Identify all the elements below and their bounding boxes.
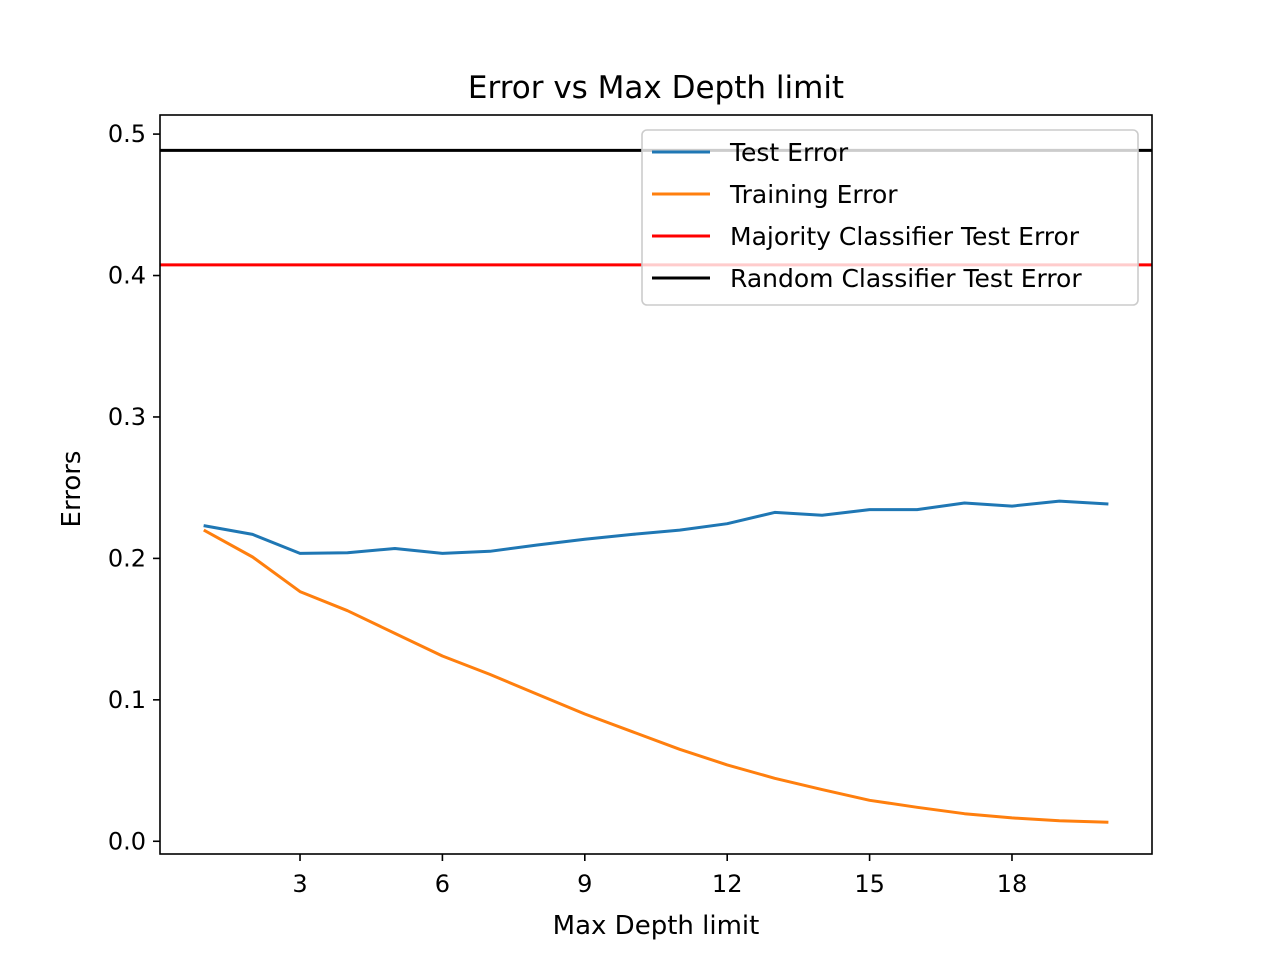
legend-label-training-error: Training Error — [729, 180, 898, 209]
chart-title: Error vs Max Depth limit — [468, 70, 844, 106]
x-tick-label: 15 — [854, 870, 885, 898]
legend-box — [641, 129, 1139, 306]
training-error-line — [203, 528, 1109, 824]
x-tick-label: 3 — [292, 870, 307, 898]
x-axis-label: Max Depth limit — [553, 911, 760, 941]
y-tick-label: 0.4 — [108, 262, 146, 290]
y-tick-label: 0.2 — [108, 544, 146, 572]
y-tick-label: 0.0 — [108, 827, 146, 855]
legend-label-random-classifier-test-error: Random Classifier Test Error — [730, 264, 1082, 293]
x-tick-label: 9 — [577, 870, 592, 898]
y-tick-label: 0.3 — [108, 403, 146, 431]
legend-label-test-error: Test Error — [729, 138, 849, 167]
x-tick-label: 12 — [712, 870, 743, 898]
plot-frame — [159, 114, 1153, 855]
y-tick-label: 0.5 — [108, 120, 146, 148]
x-tick-label: 6 — [435, 870, 450, 898]
test-error-line — [203, 499, 1109, 555]
x-tick-label: 18 — [997, 870, 1028, 898]
legend: Test Error Training Error Majority Classif… — [641, 129, 1139, 306]
x-axis-ticks: 3 6 9 12 15 18 — [292, 854, 1027, 898]
legend-label-majority-classifier-test-error: Majority Classifier Test Error — [730, 222, 1080, 251]
y-axis-ticks: 0.0 0.1 0.2 0.3 0.4 0.5 — [108, 120, 160, 855]
y-axis-label: Errors — [57, 451, 87, 528]
y-tick-label: 0.1 — [108, 686, 146, 714]
